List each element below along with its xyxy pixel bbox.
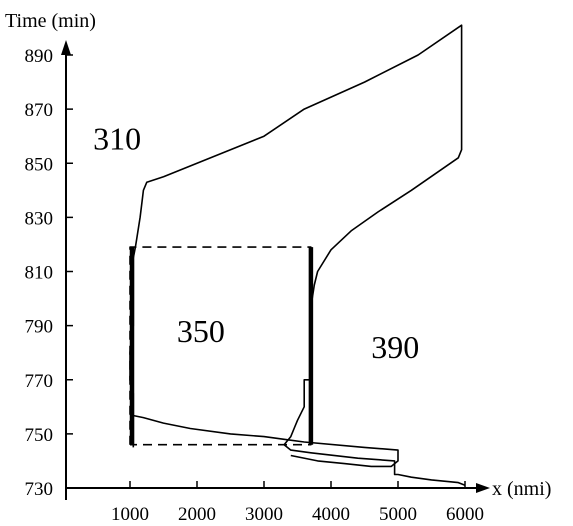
series-line-1 [129, 414, 399, 468]
y-tick-label: 850 [25, 154, 54, 175]
x-tick-label: 1000 [111, 504, 149, 525]
region-labels: 310 350 390 [93, 121, 419, 365]
x-tick-label: 4000 [312, 504, 350, 525]
y-tick-label: 750 [25, 425, 54, 446]
y-axis-arrow-icon [61, 40, 71, 55]
x-axis-label: x (nmi) [492, 478, 551, 500]
region-label: 310 [93, 121, 141, 157]
x-tick-label: 3000 [245, 504, 283, 525]
y-tick-label: 870 [25, 100, 54, 121]
x-tick-label: 5000 [379, 504, 417, 525]
y-tick-label: 770 [25, 371, 54, 392]
y-tick-label: 810 [25, 263, 54, 284]
y-tick-label: 730 [25, 479, 54, 500]
y-tick-label: 790 [25, 317, 54, 338]
axes [61, 40, 490, 500]
x-tick-label: 2000 [178, 504, 216, 525]
ticks: 1000 2000 3000 4000 5000 6000 730 750 770 790 810 8… [25, 46, 485, 525]
y-tick-label: 830 [25, 208, 54, 229]
x-tick-label: 6000 [446, 504, 484, 525]
y-tick-label: 890 [25, 46, 54, 67]
y-axis-label: Time (min) [5, 10, 96, 32]
series-group [129, 24, 466, 487]
series-line-0 [129, 24, 466, 487]
region-label: 350 [177, 313, 225, 349]
x-axis-arrow-icon [476, 483, 490, 493]
region-label: 390 [371, 329, 419, 365]
